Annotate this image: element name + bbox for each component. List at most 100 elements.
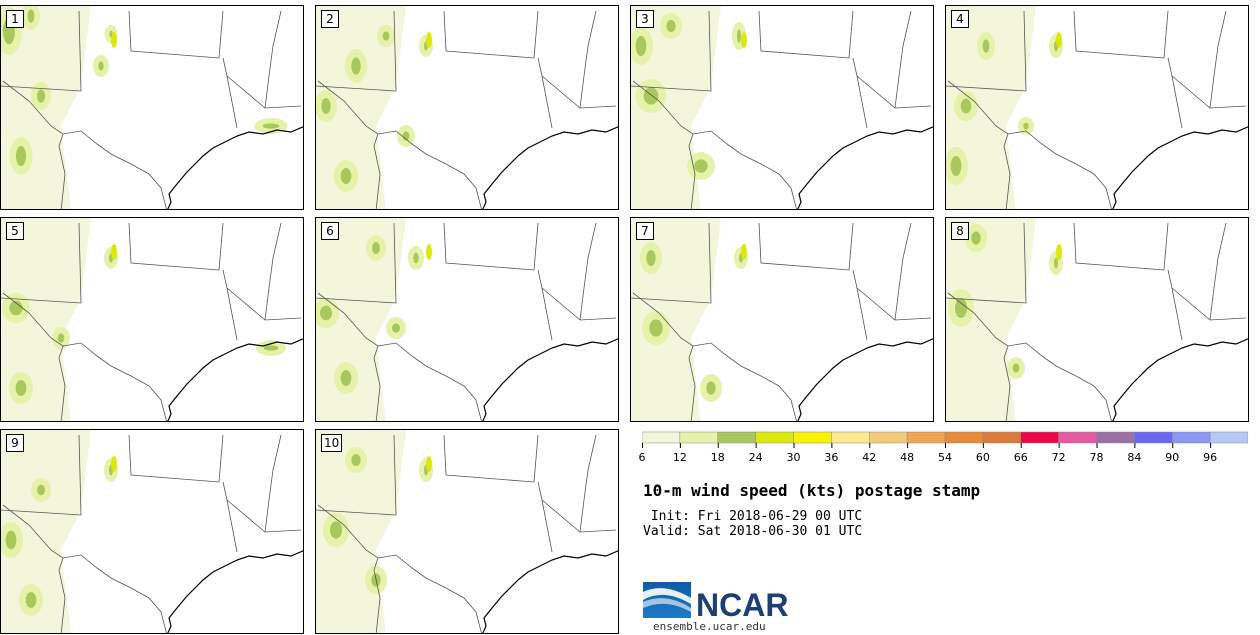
- colorbar-tick-label: 96: [1203, 451, 1218, 464]
- state-border: [946, 10, 1027, 92]
- wind-speed-map: [1, 6, 303, 209]
- state-border: [128, 222, 224, 271]
- state-border: [222, 57, 238, 129]
- state-border: [856, 75, 896, 109]
- wind-field-core: [330, 521, 342, 539]
- member-panel-5: 5: [0, 217, 304, 422]
- colorbar-tick-label: 48: [900, 451, 915, 464]
- coastline: [482, 338, 618, 421]
- wind-field-core: [263, 345, 279, 351]
- state-border: [2, 80, 167, 209]
- colorbar-segment: [944, 431, 984, 444]
- wind-field-core: [955, 298, 967, 318]
- state-border: [537, 57, 553, 129]
- init-time: Init: Fri 2018-06-29 00 UTC: [643, 509, 863, 524]
- state-border: [1, 222, 82, 304]
- wind-field-core: [413, 252, 419, 264]
- state-border: [316, 434, 397, 516]
- state-border: [128, 10, 224, 59]
- wind-speed-map: [631, 6, 933, 209]
- state-border: [58, 557, 66, 633]
- state-border: [946, 222, 1027, 304]
- state-border: [58, 345, 66, 421]
- colorbar-segment: [982, 431, 1021, 444]
- state-border: [1171, 75, 1211, 109]
- colorbar-tick-label: 78: [1089, 451, 1104, 464]
- state-border: [579, 434, 617, 533]
- wind-speed-map: [1, 218, 303, 421]
- state-border: [631, 10, 712, 92]
- wind-field-core: [15, 380, 27, 396]
- wind-field-background: [631, 6, 721, 209]
- wind-field-background: [1, 218, 91, 421]
- wind-field-core: [321, 98, 331, 114]
- wind-field-core: [737, 29, 741, 43]
- state-border: [852, 57, 868, 129]
- coastline: [482, 550, 618, 633]
- wind-max-spot: [111, 32, 117, 48]
- state-border: [1, 10, 82, 92]
- colorbar-tick-label: 42: [862, 451, 877, 464]
- wind-field-background: [316, 6, 406, 209]
- wind-max-spot: [426, 244, 432, 260]
- state-border: [541, 75, 581, 109]
- state-border: [632, 80, 797, 209]
- wind-field-core: [98, 61, 104, 71]
- state-border: [317, 292, 482, 421]
- state-border: [1167, 269, 1183, 341]
- wind-field-background: [1, 430, 91, 633]
- state-border: [222, 269, 238, 341]
- member-panel-6: 6: [315, 217, 619, 422]
- wind-field-core: [1023, 122, 1029, 130]
- state-border: [579, 10, 617, 109]
- wind-field-core: [372, 242, 380, 254]
- wind-field-core: [9, 300, 23, 316]
- logo-url: ensemble.ucar.edu: [653, 620, 766, 633]
- wind-field-core: [16, 146, 26, 166]
- state-border: [894, 222, 932, 321]
- colorbar-tick-label: 30: [786, 451, 801, 464]
- wind-field-core: [402, 131, 410, 141]
- wind-field-core: [262, 123, 280, 129]
- wind-field-background: [316, 430, 406, 633]
- state-border: [758, 222, 854, 271]
- colorbar-tick-label: 18: [710, 451, 725, 464]
- colorbar-segment: [1020, 431, 1059, 444]
- state-border: [2, 292, 167, 421]
- wind-field-core: [1012, 363, 1020, 373]
- wind-field-core: [950, 156, 962, 176]
- colorbar-segment: [1096, 431, 1135, 444]
- state-border: [1, 434, 82, 516]
- coastline: [797, 338, 933, 421]
- wind-field-core: [37, 484, 45, 496]
- state-border: [373, 557, 381, 633]
- state-border: [541, 499, 581, 533]
- wind-speed-map: [631, 218, 933, 421]
- coastline: [167, 126, 303, 209]
- colorbar-segment: [793, 431, 832, 444]
- state-border: [852, 269, 868, 341]
- wind-field-core: [351, 57, 361, 75]
- wind-field-core: [340, 168, 352, 184]
- member-number-label: 6: [321, 222, 339, 240]
- coastline: [1112, 338, 1248, 421]
- wind-field-core: [340, 370, 352, 386]
- colorbar-segment: [869, 431, 908, 444]
- member-panel-7: 7: [630, 217, 934, 422]
- state-border: [537, 269, 553, 341]
- wind-field-background: [946, 6, 1036, 209]
- state-border: [1073, 10, 1169, 59]
- wind-field-core: [666, 20, 676, 32]
- colorbar-segment: [1134, 431, 1173, 444]
- wind-field-core: [706, 381, 716, 395]
- colorbar-tick-label: 84: [1127, 451, 1142, 464]
- colorbar-tick-label: 60: [975, 451, 990, 464]
- wind-field-core: [1054, 257, 1058, 269]
- state-border: [758, 10, 854, 59]
- state-border: [688, 345, 696, 421]
- plot-title: 10-m wind speed (kts) postage stamp: [643, 481, 981, 500]
- state-border: [1209, 10, 1247, 109]
- state-border: [317, 504, 482, 633]
- colorbar-segment: [906, 431, 946, 444]
- wind-field-core: [37, 89, 45, 103]
